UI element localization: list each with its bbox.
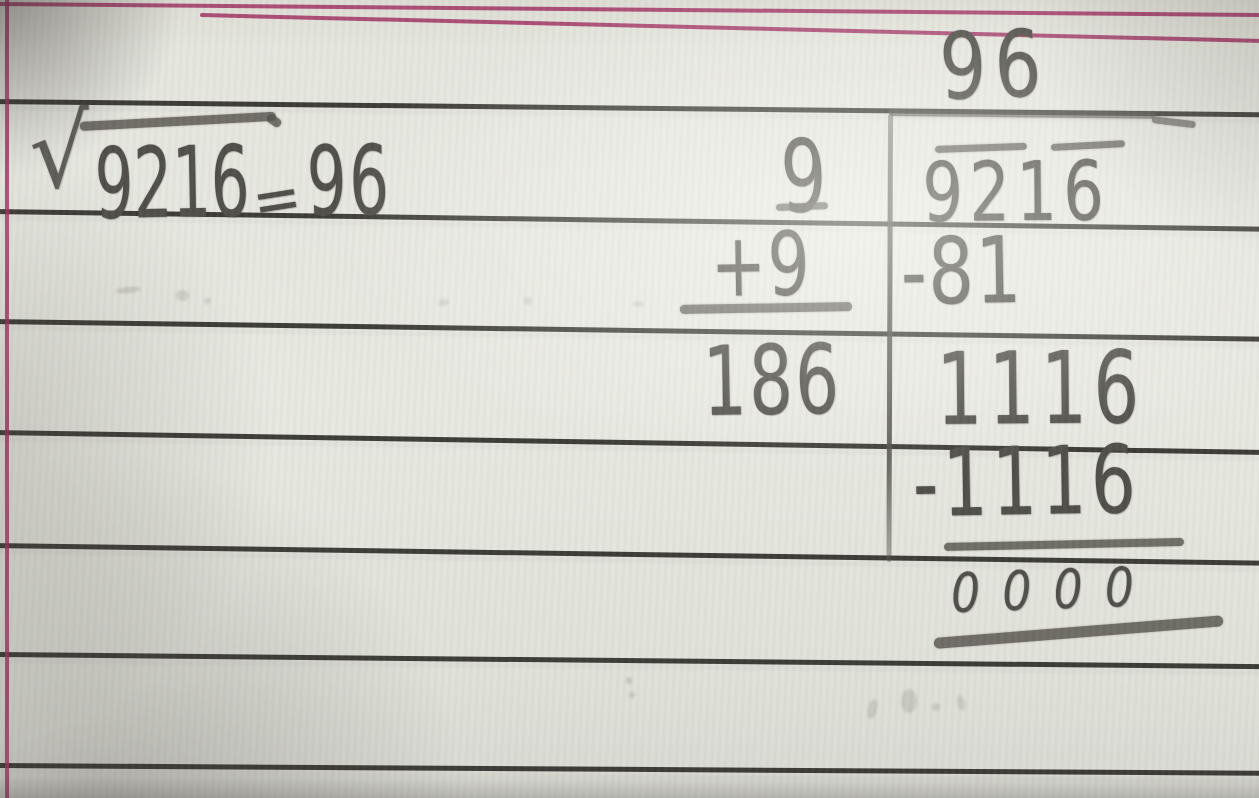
equation-equals: = bbox=[247, 159, 307, 241]
addition-underline bbox=[679, 301, 853, 314]
equation-radicand: 9216 bbox=[93, 125, 251, 242]
radical-overbar-tip bbox=[265, 112, 283, 129]
plus-digit: +9 bbox=[709, 212, 812, 317]
new-divisor: 186 bbox=[701, 323, 843, 438]
pencil-smudge bbox=[865, 698, 880, 720]
equation-result: 96 bbox=[305, 124, 393, 238]
top-margin-line-2 bbox=[199, 13, 1259, 44]
pencil-smudge bbox=[626, 677, 632, 684]
pencil-smudge bbox=[523, 297, 532, 305]
ruled-line-6 bbox=[0, 652, 1259, 670]
subtraction-underline bbox=[943, 537, 1185, 551]
pencil-smudge bbox=[932, 703, 940, 711]
pencil-smudge bbox=[955, 694, 967, 712]
ruled-line-7 bbox=[0, 763, 1259, 776]
division-bracket-end-tick bbox=[1151, 116, 1197, 129]
division-bracket-top bbox=[888, 109, 1156, 119]
remainder-1: 1116 bbox=[935, 329, 1147, 448]
pencil-smudge bbox=[176, 290, 189, 301]
pencil-smudge bbox=[114, 285, 142, 295]
pencil-smudge bbox=[437, 298, 450, 307]
top-margin-line-1 bbox=[0, 2, 1259, 18]
division-vertical-line bbox=[886, 113, 893, 563]
pencil-smudge bbox=[629, 692, 635, 698]
pencil-smudge bbox=[633, 301, 644, 307]
radical-sign: √ bbox=[27, 92, 93, 212]
final-remainder: 0000 bbox=[949, 554, 1158, 625]
pencil-smudge bbox=[204, 298, 211, 304]
quotient: 96 bbox=[937, 10, 1052, 121]
subtract-second: -1116 bbox=[911, 426, 1142, 539]
pencil-smudge bbox=[901, 689, 917, 713]
subtract-first: -81 bbox=[899, 216, 1024, 326]
left-margin-line bbox=[5, 0, 9, 798]
